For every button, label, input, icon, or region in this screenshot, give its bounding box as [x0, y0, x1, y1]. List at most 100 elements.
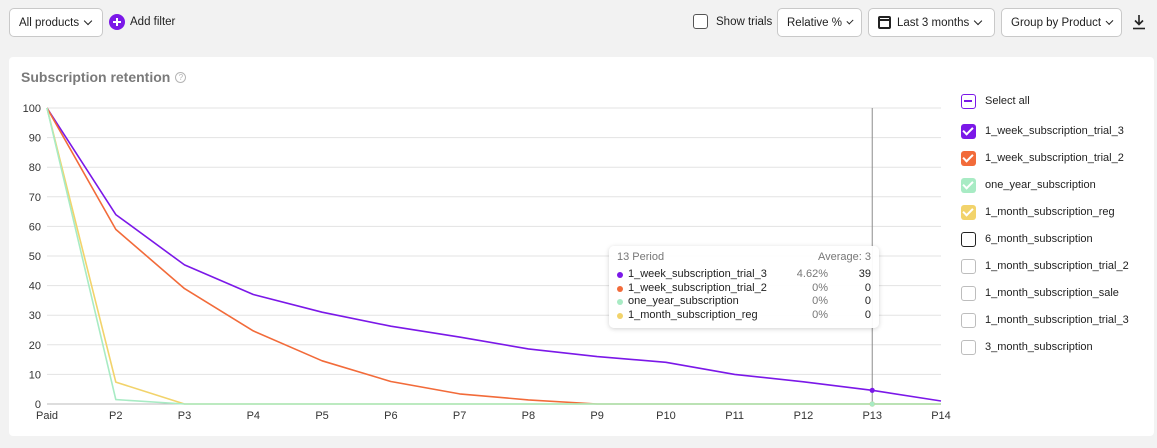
- x-tick-label: P5: [315, 410, 328, 422]
- tooltip-series-pct: 4.62%: [796, 268, 828, 280]
- show-trials-label: Show trials: [716, 15, 773, 28]
- y-axis-ticks: 0 10 20 30 40 50 60 70 80 90 100: [23, 103, 41, 411]
- toolbar: All products Add filter Show trials Rela…: [0, 0, 1157, 46]
- legend-item[interactable]: 1_week_subscription_trial_2: [961, 150, 1124, 166]
- series-point: [869, 387, 875, 393]
- tooltip-row: 1_week_subscription_trial_2 0% 0: [617, 282, 871, 296]
- x-tick-label: P6: [384, 410, 397, 422]
- legend-label: 3_month_subscription: [985, 341, 1093, 353]
- series-point: [869, 401, 875, 407]
- y-tick-label: 80: [29, 162, 41, 174]
- series-dot-icon: [617, 313, 623, 319]
- tooltip-row: one_year_subscription 0% 0: [617, 295, 871, 309]
- legend-item[interactable]: 1_week_subscription_trial_3: [961, 123, 1124, 139]
- show-trials-checkbox[interactable]: [693, 14, 708, 29]
- tooltip-series-value: 0: [864, 295, 871, 307]
- x-tick-label: P8: [522, 410, 535, 422]
- tooltip-average: Average: 3: [817, 251, 871, 263]
- legend-item[interactable]: 1_month_subscription_reg: [961, 204, 1115, 220]
- products-dropdown-label: All products: [19, 16, 80, 29]
- x-tick-label: P14: [931, 410, 951, 422]
- legend-checkbox[interactable]: [961, 150, 976, 166]
- series-line: [46, 107, 941, 405]
- series-dot-icon: [617, 299, 623, 305]
- products-dropdown[interactable]: All products: [9, 8, 103, 37]
- legend-label: 1_month_subscription_sale: [985, 287, 1119, 299]
- legend-label: 6_month_subscription: [985, 233, 1093, 245]
- y-tick-label: 70: [29, 192, 41, 204]
- legend-checkbox[interactable]: [961, 285, 976, 301]
- x-tick-label: P7: [453, 410, 466, 422]
- y-tick-label: 60: [29, 221, 41, 233]
- x-tick-label: P9: [590, 410, 603, 422]
- date-range-dropdown[interactable]: Last 3 months: [868, 8, 995, 37]
- y-tick-label: 90: [29, 133, 41, 145]
- legend-item[interactable]: one_year_subscription: [961, 177, 1096, 193]
- tooltip-series-name: one_year_subscription: [628, 295, 739, 307]
- select-all-label: Select all: [985, 95, 1030, 107]
- relative-dropdown[interactable]: Relative %: [777, 8, 862, 37]
- x-tick-label: P3: [178, 410, 191, 422]
- x-tick-label: P12: [794, 410, 814, 422]
- legend-checkbox[interactable]: [961, 312, 976, 328]
- chart-title: Subscription retention ?: [21, 69, 187, 85]
- legend-item[interactable]: 3_month_subscription: [961, 339, 1093, 355]
- series-line: [46, 107, 942, 402]
- legend-item[interactable]: 1_month_subscription_trial_3: [961, 312, 1129, 328]
- legend-select-all[interactable]: Select all: [961, 93, 1030, 109]
- legend-checkbox[interactable]: [961, 204, 976, 220]
- chart-markers: [869, 387, 875, 407]
- x-tick-label: P10: [656, 410, 676, 422]
- chart-series: [46, 107, 942, 405]
- plus-icon: [109, 14, 125, 30]
- chart-title-text: Subscription retention: [21, 69, 171, 85]
- download-icon[interactable]: [1132, 14, 1146, 30]
- legend-label: 1_week_subscription_trial_2: [985, 152, 1124, 164]
- tooltip-period: 13 Period: [617, 251, 665, 263]
- legend-checkbox[interactable]: [961, 339, 976, 355]
- retention-card: [9, 57, 1154, 436]
- x-tick-label: P2: [109, 410, 122, 422]
- select-all-checkbox[interactable]: [961, 93, 976, 109]
- relative-dropdown-label: Relative %: [787, 16, 842, 29]
- legend-checkbox[interactable]: [961, 231, 976, 247]
- legend-item[interactable]: 1_month_subscription_sale: [961, 285, 1119, 301]
- legend-checkbox[interactable]: [961, 123, 976, 139]
- x-axis-ticks: Paid P2 P3 P4 P5 P6 P7 P8 P9 P10 P11 P12 P13 P14: [36, 410, 951, 422]
- x-tick-label: P13: [862, 410, 882, 422]
- add-filter-label: Add filter: [130, 16, 176, 28]
- tooltip-series-name: 1_week_subscription_trial_2: [628, 282, 767, 294]
- tooltip-series-name: 1_week_subscription_trial_3: [628, 268, 767, 280]
- group-by-label: Group by Product: [1011, 16, 1102, 29]
- x-tick-label: P11: [725, 410, 744, 422]
- chart-tooltip: 13 Period Average: 3 1_week_subscription…: [609, 246, 879, 328]
- y-tick-label: 10: [29, 369, 41, 381]
- calendar-icon: [878, 16, 891, 29]
- legend-label: 1_month_subscription_trial_2: [985, 260, 1129, 272]
- y-tick-label: 20: [29, 340, 41, 352]
- legend-checkbox[interactable]: [961, 177, 976, 193]
- legend-checkbox[interactable]: [961, 258, 976, 274]
- tooltip-series-pct: 0%: [812, 309, 828, 321]
- x-tick-label: P4: [247, 410, 260, 422]
- add-filter-button[interactable]: Add filter: [109, 13, 175, 31]
- x-tick-label: Paid: [36, 410, 58, 422]
- date-range-label: Last 3 months: [897, 16, 970, 29]
- y-tick-label: 40: [29, 281, 41, 293]
- legend-label: 1_month_subscription_trial_3: [985, 314, 1129, 326]
- tooltip-series-pct: 0%: [812, 295, 828, 307]
- y-tick-label: 30: [29, 310, 41, 322]
- group-by-dropdown[interactable]: Group by Product: [1001, 8, 1122, 37]
- legend-label: 1_week_subscription_trial_3: [985, 125, 1124, 137]
- legend-item[interactable]: 6_month_subscription: [961, 231, 1093, 247]
- legend-item[interactable]: 1_month_subscription_trial_2: [961, 258, 1129, 274]
- tooltip-series-value: 0: [864, 309, 871, 321]
- tooltip-row: 1_month_subscription_reg 0% 0: [617, 309, 871, 323]
- show-trials-toggle[interactable]: Show trials: [693, 14, 772, 29]
- legend-label: 1_month_subscription_reg: [985, 206, 1115, 218]
- legend-label: one_year_subscription: [985, 179, 1096, 191]
- y-tick-label: 50: [29, 251, 41, 263]
- help-icon[interactable]: ?: [175, 71, 187, 83]
- y-tick-label: 0: [35, 399, 41, 411]
